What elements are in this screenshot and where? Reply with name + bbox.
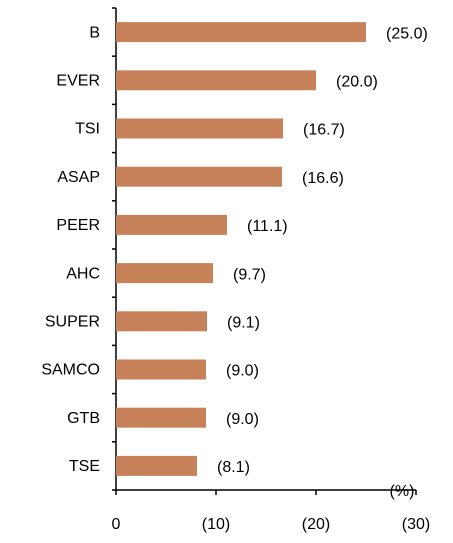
bar — [116, 455, 197, 476]
x-tick-label: (20) — [302, 516, 330, 533]
value-label: (20.0) — [336, 74, 378, 91]
value-label: (9.0) — [226, 411, 259, 428]
y-tick-label: TSE — [69, 458, 100, 475]
unit-label: (%) — [390, 483, 415, 500]
value-label: (25.0) — [386, 25, 428, 42]
value-label: (9.0) — [226, 363, 259, 380]
bar — [116, 359, 206, 380]
value-label: (8.1) — [217, 459, 250, 476]
value-label: (16.7) — [303, 122, 345, 139]
y-tick-label: GTB — [67, 410, 100, 427]
x-tick-label: 0 — [112, 516, 121, 533]
value-label: (11.1) — [247, 218, 288, 235]
value-label: (9.7) — [233, 266, 266, 283]
y-tick-label: SAMCO — [41, 362, 100, 379]
bar — [116, 263, 213, 284]
value-label: (16.6) — [302, 170, 344, 187]
bar — [116, 22, 366, 43]
y-tick-label: ASAP — [57, 169, 100, 186]
value-label: (9.1) — [227, 315, 260, 332]
y-tick-label: B — [89, 24, 100, 41]
x-tick-label: (10) — [202, 516, 230, 533]
y-tick-label: PEER — [56, 217, 100, 234]
bar — [116, 70, 316, 91]
y-tick-label: TSI — [75, 121, 100, 138]
x-tick-label: (30) — [402, 516, 430, 533]
y-tick-label: SUPER — [45, 314, 100, 331]
bar — [116, 166, 282, 187]
bar — [116, 407, 206, 428]
y-tick-label: EVER — [56, 73, 100, 90]
bar — [116, 118, 283, 139]
bar — [116, 214, 227, 235]
bar — [116, 311, 207, 332]
y-tick-label: AHC — [66, 265, 100, 282]
